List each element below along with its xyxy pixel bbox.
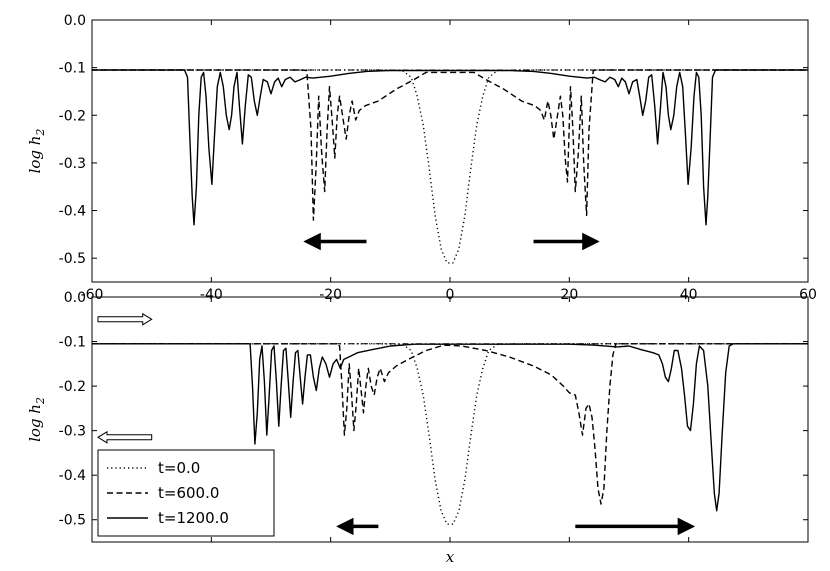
x-tick-label: -40 — [200, 287, 223, 303]
y-axis-label: log h2 — [26, 129, 47, 174]
legend: t=0.0 t=600.0 t=1200.0 — [97, 449, 275, 537]
bottom-panel: 0.0 -0.1 -0.2 -0.3 -0.4 -0.5 log h2 x — [26, 290, 809, 566]
y-tick-label: -0.4 — [59, 468, 86, 484]
legend-label: t=600.0 — [158, 484, 219, 502]
x-tick-label: -60 — [81, 287, 104, 303]
x-tick-label: 20 — [560, 287, 578, 303]
y-tick-label: -0.3 — [59, 156, 86, 172]
series-line-dashed — [92, 343, 808, 505]
y-tick-label: -0.2 — [59, 108, 86, 124]
y-tick-label: -0.1 — [59, 61, 86, 77]
x-tick-label: 0 — [446, 287, 455, 303]
hollow-arrow — [97, 312, 153, 326]
y-tick-label: -0.4 — [59, 204, 86, 220]
y-tick-label: -0.2 — [59, 379, 86, 395]
series-line-dashed — [92, 69, 808, 221]
series-line-solid — [92, 343, 808, 512]
y-tick-label: 0.0 — [64, 290, 86, 306]
y-tick-label: 0.0 — [64, 13, 86, 29]
y-axis-label: log h2 — [26, 397, 47, 442]
y-tick-label: -0.5 — [59, 513, 86, 529]
plot-frame — [91, 19, 809, 283]
x-tick-label: 60 — [799, 287, 817, 303]
x-tick-label: 40 — [680, 287, 698, 303]
hollow-arrow — [97, 430, 153, 444]
legend-label: t=1200.0 — [158, 509, 229, 527]
y-tick-label: -0.5 — [59, 251, 86, 267]
top-panel: 0.0 -0.1 -0.2 -0.3 -0.4 -0.5 -60 -40 -20 0 20 40 60 l… — [26, 13, 817, 303]
x-axis-label: x — [446, 548, 455, 566]
legend-label: t=0.0 — [158, 459, 200, 477]
y-tick-label: -0.1 — [59, 335, 86, 351]
y-tick-label: -0.3 — [59, 424, 86, 440]
x-tick-label: -20 — [319, 287, 342, 303]
series-line-solid — [92, 69, 808, 226]
series-line-dotted — [92, 343, 808, 525]
